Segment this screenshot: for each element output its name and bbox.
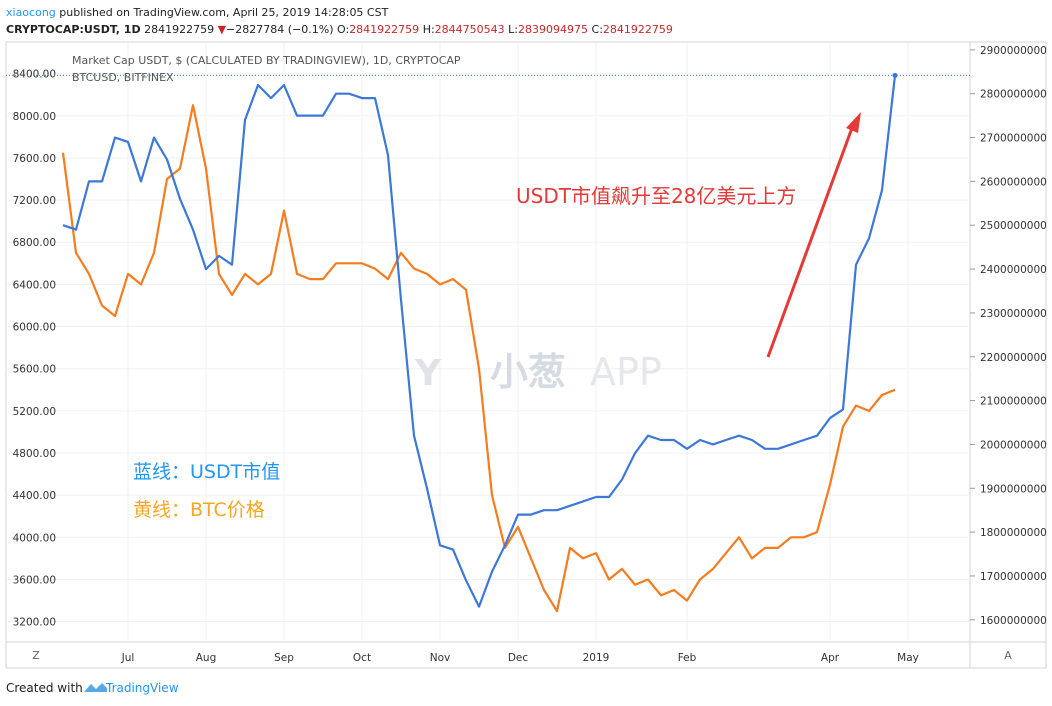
y-tick-label: 8400.00 <box>13 69 56 81</box>
y2-tick-label: 2600000000 <box>980 176 1047 188</box>
x-tick-label: Feb <box>678 652 697 664</box>
scale-button[interactable]: Z <box>32 649 40 662</box>
ohlc-h-label: H: <box>423 23 435 36</box>
direction: ▼ <box>218 23 227 36</box>
y-tick-label: 3200.00 <box>13 617 56 629</box>
symbol-line: CRYPTOCAP:USDT, 1D 2841922759 ▼−2827784 … <box>6 23 673 36</box>
published: published on TradingView.com, April 25, … <box>59 6 388 19</box>
y2-tick-label: 2400000000 <box>980 264 1047 276</box>
y2-tick-label: 2200000000 <box>980 352 1047 364</box>
x-tick-label: Oct <box>353 652 371 664</box>
y-tick-label: 3600.00 <box>13 574 56 586</box>
x-tick-label: Sep <box>274 652 294 664</box>
y2-tick-label: 2500000000 <box>980 220 1047 232</box>
y-tick-label: 8000.00 <box>13 111 56 123</box>
series-line <box>61 104 896 613</box>
y2-tick-label: 1600000000 <box>980 615 1047 627</box>
scale-button[interactable]: A <box>1004 649 1012 662</box>
arrow-head <box>846 112 861 133</box>
y2-tick-label: 1700000000 <box>980 571 1047 583</box>
ohlc-l-label: L: <box>508 23 518 36</box>
ohlc-o-label: O: <box>337 23 349 36</box>
symbol: CRYPTOCAP:USDT, 1D <box>6 23 141 36</box>
annotation: 蓝线：USDT市值 <box>133 461 280 483</box>
y2-tick-label: 2700000000 <box>980 133 1047 145</box>
y-tick-label: 7600.00 <box>13 153 56 165</box>
y-tick-label: 4400.00 <box>13 490 56 502</box>
y-tick-label: 6400.00 <box>13 279 56 291</box>
annotation: 黄线：BTC价格 <box>133 499 265 521</box>
change: −2827784 (−0.1%) <box>226 23 333 36</box>
y-tick-label: 6000.00 <box>13 322 56 334</box>
ohlc-h: 2844750543 <box>435 23 505 36</box>
y2-tick-label: 2900000000 <box>980 45 1047 57</box>
watermark-logo: Y <box>414 353 442 394</box>
ohlc-l: 2839094975 <box>518 23 588 36</box>
y2-tick-label: 2800000000 <box>980 89 1047 101</box>
ohlc-c: 2841922759 <box>603 23 673 36</box>
y2-tick-label: 1800000000 <box>980 527 1047 539</box>
series-line <box>62 75 897 608</box>
footer-text: Created with <box>6 681 83 695</box>
y-tick-label: 6800.00 <box>13 237 56 249</box>
y-tick-label: 7200.00 <box>13 195 56 207</box>
x-tick-label: Nov <box>430 652 451 664</box>
y2-tick-label: 2300000000 <box>980 308 1047 320</box>
footer-brand[interactable]: TradingView <box>105 681 179 695</box>
x-tick-label: Jul <box>121 652 135 664</box>
ohlc-c-label: C: <box>592 23 603 36</box>
y-tick-label: 4000.00 <box>13 532 56 544</box>
legend-entry: Market Cap USDT, $ (CALCULATED BY TRADIN… <box>72 54 461 67</box>
y-tick-label: 5200.00 <box>13 406 56 418</box>
y2-tick-label: 2000000000 <box>980 439 1047 451</box>
watermark: 小葱 <box>490 350 566 394</box>
y-tick-label: 4800.00 <box>13 448 56 460</box>
last: 2841922759 <box>144 23 214 36</box>
x-tick-label: 2019 <box>583 652 610 664</box>
ohlc-o: 2841922759 <box>349 23 419 36</box>
x-tick-label: Apr <box>821 652 840 664</box>
arrow <box>766 127 854 358</box>
logo <box>84 683 107 692</box>
last-point <box>892 72 898 78</box>
legend-entry: BTCUSD, BITFINEX <box>72 71 174 84</box>
y2-tick-label: 1900000000 <box>980 483 1047 495</box>
y-tick-label: 5600.00 <box>13 364 56 376</box>
author[interactable]: xiaocong <box>6 6 56 19</box>
x-tick-label: Aug <box>196 652 217 664</box>
y2-tick-label: 2100000000 <box>980 396 1047 408</box>
publish-line: xiaocong published on TradingView.com, A… <box>6 6 389 19</box>
x-tick-label: May <box>897 652 919 664</box>
x-tick-label: Dec <box>508 652 529 664</box>
annotation: USDT市值飙升至28亿美元上方 <box>516 184 796 208</box>
watermark: APP <box>590 350 662 394</box>
frame <box>5 41 1047 669</box>
